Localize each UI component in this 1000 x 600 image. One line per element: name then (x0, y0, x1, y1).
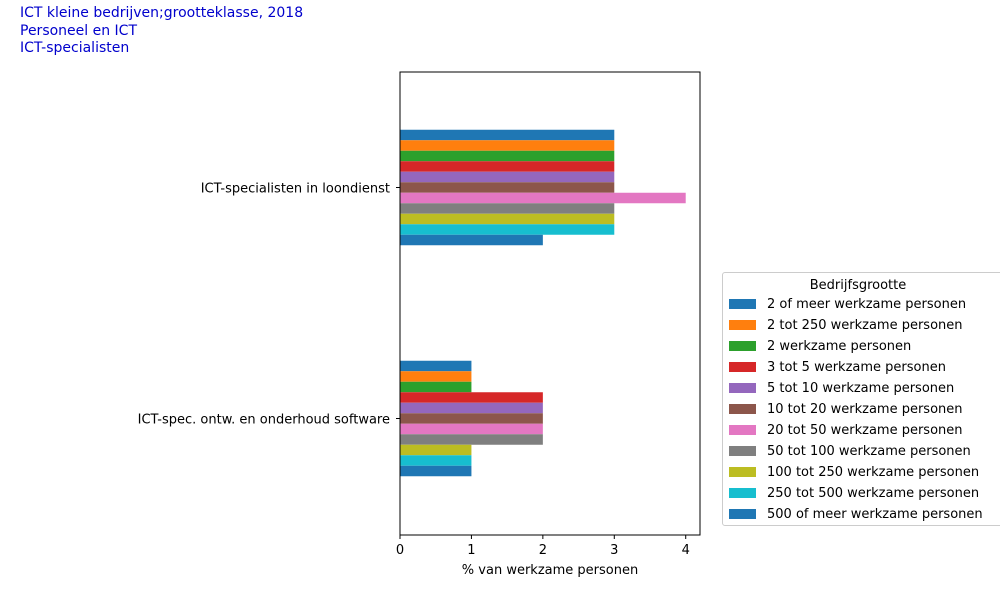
chart-subtitle: Personeel en ICT (20, 22, 138, 39)
chart-subtitle-2: ICT-specialisten (20, 40, 130, 56)
bar-0-10 (400, 234, 543, 246)
legend-label-3: 3 tot 5 werkzame personen (767, 360, 946, 375)
bar-1-4 (400, 402, 543, 414)
legend-item-9: 250 tot 500 werkzame personen (729, 485, 979, 503)
legend-title: Bedrijfsgrootte (809, 278, 907, 293)
legend-label-5: 10 tot 20 werkzame personen (767, 402, 963, 417)
legend-item-5: 10 tot 20 werkzame personen (729, 401, 963, 419)
bar-1-9 (400, 455, 472, 466)
legend-item-8: 100 tot 250 werkzame personen (729, 464, 979, 482)
bar-0-0 (400, 129, 615, 141)
x-tick-label-0: 0 (396, 543, 404, 558)
bar-1-3 (400, 392, 543, 403)
legend-swatch-1 (729, 319, 756, 330)
plot-frame (399, 71, 701, 536)
bar-1-10 (400, 465, 472, 477)
legend-label-10: 500 of meer werkzame personen (767, 507, 983, 522)
bar-1-7 (400, 434, 543, 445)
x-tick-label-3: 3 (610, 543, 618, 558)
bar-0-2 (400, 150, 615, 162)
legend-item-2: 2 werkzame personen (729, 338, 911, 356)
bar-0-3 (400, 161, 615, 172)
axes-group: 0 1 2 3 4 ICT-specialisten in loondienst ICT-s… (138, 71, 701, 578)
legend-swatch-2 (729, 340, 756, 351)
chart-title-block: ICT kleine bedrijven;grootteklasse, 2018… (20, 5, 303, 58)
legend-label-0: 2 of meer werkzame personen (767, 297, 967, 312)
bar-0-7 (400, 203, 615, 214)
legend-item-3: 3 tot 5 werkzame personen (729, 359, 946, 377)
legend-swatch-0 (729, 298, 756, 309)
bar-1-8 (400, 444, 472, 456)
x-tick-label-2: 2 (539, 543, 547, 558)
bar-0-1 (400, 140, 615, 151)
bar-1-5 (400, 413, 543, 424)
legend-item-7: 50 tot 100 werkzame personen (729, 443, 971, 461)
legend-swatch-4 (729, 382, 756, 393)
bar-0-6 (400, 192, 686, 204)
bar-1-1 (400, 371, 472, 382)
legend-label-6: 20 tot 50 werkzame personen (767, 423, 963, 438)
legend-swatch-8 (729, 466, 756, 477)
legend-item-6: 20 tot 50 werkzame personen (729, 422, 963, 440)
x-axis-label: % van werkzame personen (462, 563, 638, 578)
legend-item-10: 500 of meer werkzame personen (729, 506, 983, 524)
legend-label-7: 50 tot 100 werkzame personen (767, 444, 971, 459)
x-tick-label-4: 4 (682, 543, 690, 558)
legend-swatch-10 (729, 508, 756, 519)
legend-item-4: 5 tot 10 werkzame personen (729, 380, 954, 398)
bar-0-5 (400, 182, 615, 193)
legend-label-4: 5 tot 10 werkzame personen (767, 381, 955, 396)
y-tick-label-1: ICT-spec. ontw. en onderhoud software (138, 413, 390, 428)
bar-1-6 (400, 423, 543, 435)
legend-label-9: 250 tot 500 werkzame personen (767, 486, 980, 501)
chart-title: ICT kleine bedrijven;grootteklasse, 2018 (20, 5, 304, 21)
bar-0-4 (400, 171, 615, 183)
bar-0-9 (400, 224, 615, 235)
legend-swatch-6 (729, 424, 756, 435)
legend-label-1: 2 tot 250 werkzame personen (767, 318, 963, 333)
legend-item-1: 2 tot 250 werkzame personen (729, 317, 963, 335)
bar-group (400, 129, 686, 477)
legend-swatch-9 (729, 487, 756, 498)
legend-label-2: 2 werkzame personen (767, 339, 912, 354)
bar-0-8 (400, 213, 615, 225)
legend: Bedrijfsgrootte 2 of meer werkzame perso… (722, 272, 1000, 526)
bar-1-0 (400, 360, 472, 372)
bar-1-2 (400, 381, 472, 393)
legend-item-0: 2 of meer werkzame personen (729, 296, 966, 314)
y-tick-label-0: ICT-specialisten in loondienst (201, 182, 390, 197)
legend-label-8: 100 tot 250 werkzame personen (767, 465, 980, 480)
legend-swatch-5 (729, 403, 756, 414)
legend-swatch-3 (729, 361, 756, 372)
legend-swatch-7 (729, 445, 756, 456)
x-tick-label-1: 1 (467, 543, 475, 558)
